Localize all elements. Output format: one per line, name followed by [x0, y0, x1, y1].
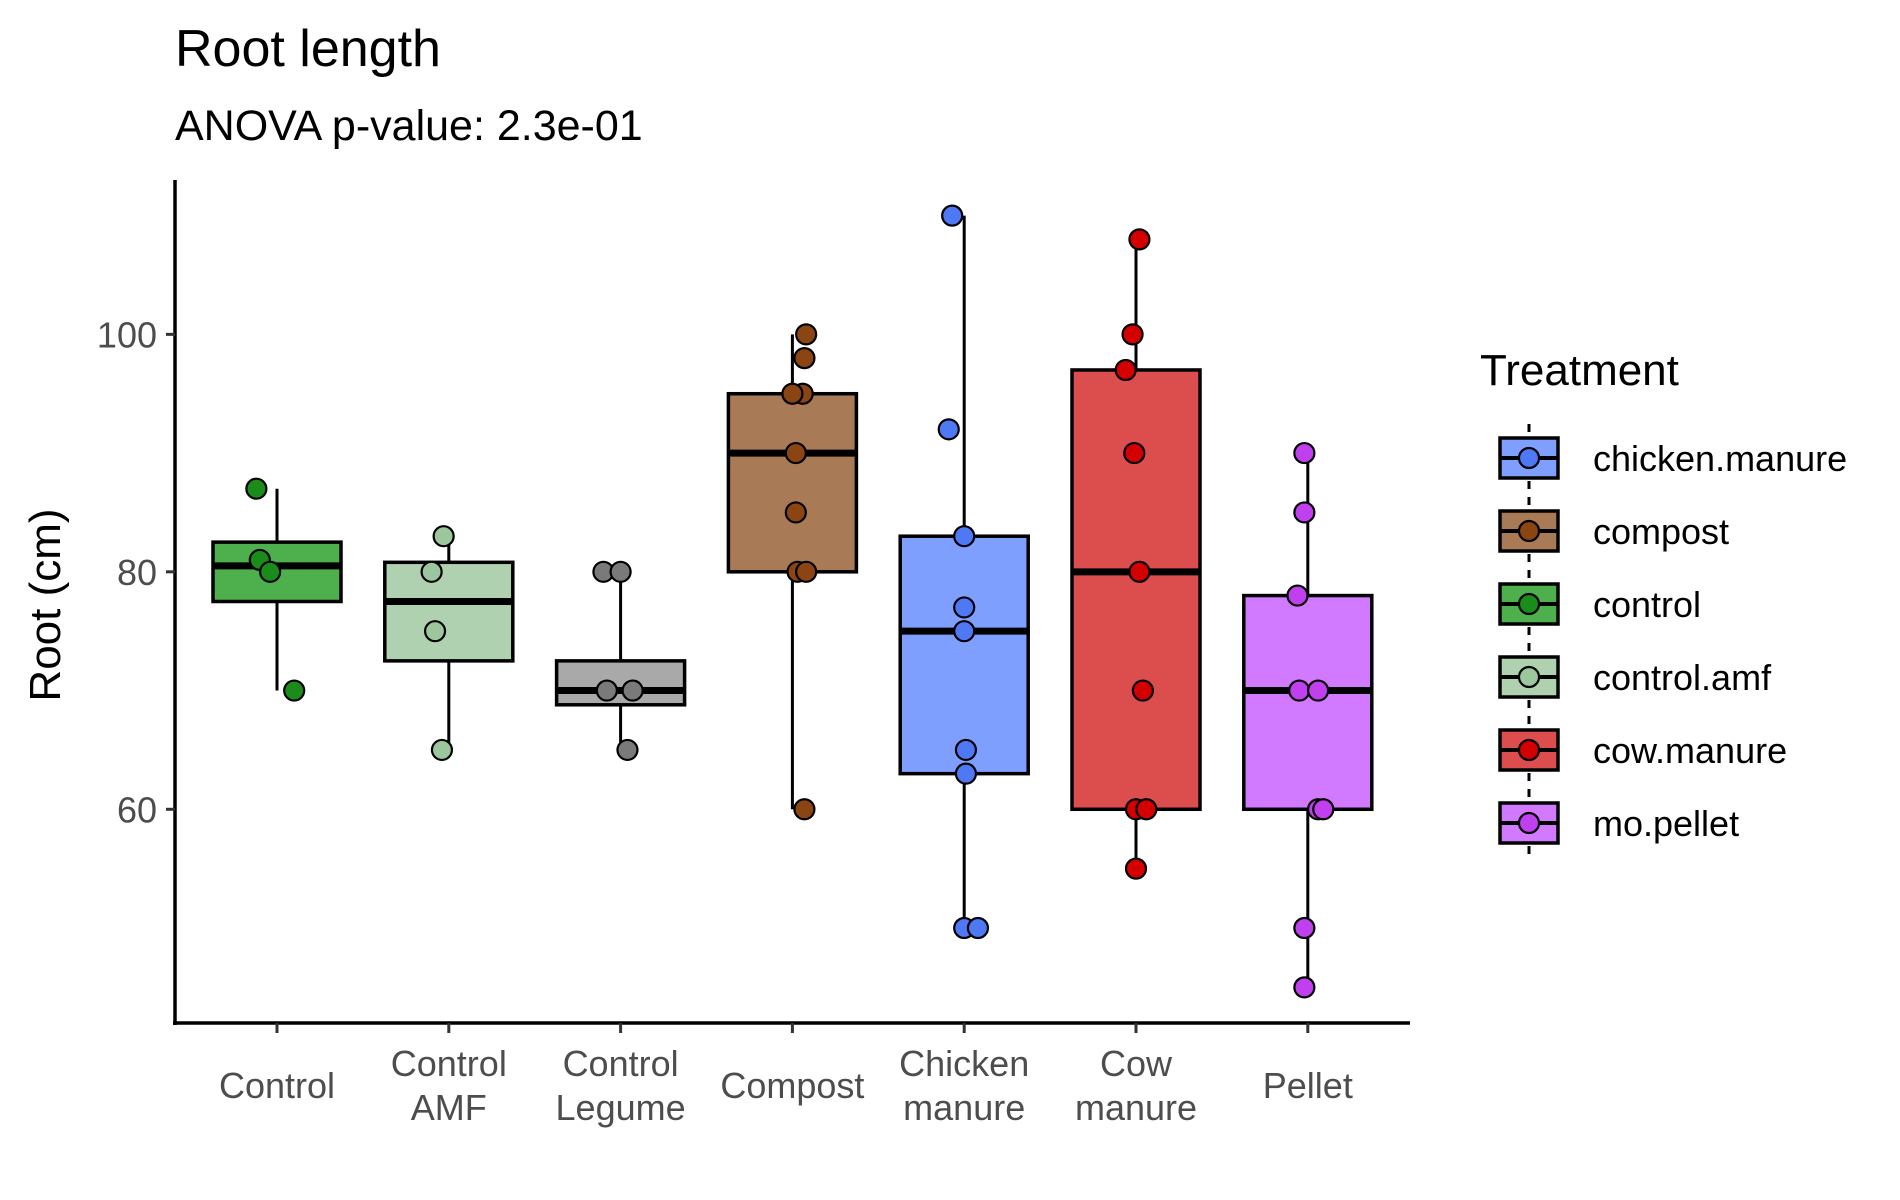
data-point [937, 418, 960, 441]
legend-item: control [1498, 570, 1701, 638]
legend-label: control [1593, 584, 1701, 625]
y-tick-label: 60 [117, 789, 157, 830]
x-tick-label: manure [903, 1087, 1025, 1128]
legend-label: control.amf [1593, 657, 1772, 698]
data-point [1307, 679, 1330, 702]
x-tick-label: Pellet [1263, 1065, 1353, 1106]
legend-label: cow.manure [1593, 730, 1787, 771]
data-point [795, 560, 818, 583]
x-tick-label: Legume [556, 1087, 686, 1128]
data-point [954, 762, 978, 785]
legend-item: cow.manure [1498, 716, 1787, 784]
legend: Treatment chicken.manure compost control co… [1480, 346, 1847, 857]
box [726, 391, 859, 574]
box [554, 659, 687, 707]
data-point [430, 738, 454, 762]
box [383, 560, 515, 663]
box [898, 534, 1030, 776]
data-point [1114, 358, 1137, 382]
box [211, 540, 343, 604]
y-axis-label: Root (cm) [21, 508, 70, 701]
x-tick-label: AMF [411, 1087, 487, 1128]
data-point [1312, 798, 1335, 821]
data-point [1121, 323, 1144, 346]
x-tick-label: manure [1075, 1087, 1197, 1128]
data-point [953, 620, 976, 643]
data-point [953, 596, 976, 619]
data-point [793, 346, 816, 370]
data-point [781, 382, 804, 405]
x-tick-label: Compost [720, 1065, 864, 1106]
y-tick-label: 80 [117, 552, 157, 593]
data-point [793, 798, 816, 821]
x-tick-label: Control [219, 1065, 335, 1106]
data-point [1123, 441, 1146, 465]
data-point [1128, 560, 1151, 583]
data-point [1135, 798, 1158, 821]
legend-item: compost [1498, 497, 1729, 565]
data-point [283, 679, 306, 702]
legend-item: mo.pellet [1498, 789, 1739, 857]
data-point [259, 560, 282, 583]
data-point [784, 501, 807, 524]
data-point [1293, 441, 1316, 465]
legend-label: compost [1593, 511, 1729, 552]
legend-title: Treatment [1480, 346, 1679, 395]
data-point [1288, 679, 1311, 702]
legend-label: mo.pellet [1593, 803, 1739, 844]
box-group [383, 525, 515, 762]
box-group [554, 560, 687, 762]
x-tick-label: Cow [1100, 1043, 1173, 1084]
data-point [245, 477, 268, 500]
data-point [423, 620, 447, 643]
data-point [616, 738, 639, 762]
x-tick-label: Control [563, 1043, 679, 1084]
y-tick-label: 100 [97, 314, 157, 355]
data-point [1131, 679, 1154, 702]
chart-title: Root length [175, 20, 441, 78]
box [1070, 368, 1202, 812]
box-group [898, 204, 1030, 940]
data-point [1293, 916, 1316, 940]
data-point [954, 738, 978, 762]
data-point [941, 204, 964, 227]
data-point [1293, 501, 1316, 524]
x-tick-label: Chicken [899, 1043, 1029, 1084]
data-point [1124, 857, 1148, 880]
data-point [432, 525, 455, 548]
box-group [211, 477, 343, 702]
data-point [953, 525, 976, 548]
data-point [1128, 228, 1151, 251]
legend-item: chicken.manure [1498, 424, 1847, 492]
legend-label: chicken.manure [1593, 438, 1847, 479]
chart-subtitle: ANOVA p-value: 2.3e-01 [175, 102, 643, 150]
data-point [420, 560, 443, 583]
data-point [595, 679, 618, 702]
legend-key-point [1517, 519, 1541, 543]
data-point [795, 323, 818, 346]
legend-key-point [1517, 738, 1541, 762]
legend-key-point [1517, 665, 1541, 689]
data-point [1286, 584, 1309, 607]
box [1242, 593, 1374, 812]
legend-item: control.amf [1498, 643, 1772, 711]
box-group [726, 323, 859, 821]
legend-key-point [1517, 811, 1541, 835]
data-point [1293, 976, 1316, 999]
data-point [966, 916, 990, 940]
box-group [1070, 228, 1202, 880]
box-group [1242, 441, 1374, 999]
data-point [609, 560, 632, 583]
plot-area: 6080100ControlControlAMFControlLegumeCom… [97, 180, 1410, 1128]
legend-key-point [1517, 592, 1541, 616]
data-point [621, 679, 644, 702]
x-tick-label: Control [391, 1043, 507, 1084]
data-point [784, 441, 807, 465]
legend-key-point [1517, 446, 1541, 470]
